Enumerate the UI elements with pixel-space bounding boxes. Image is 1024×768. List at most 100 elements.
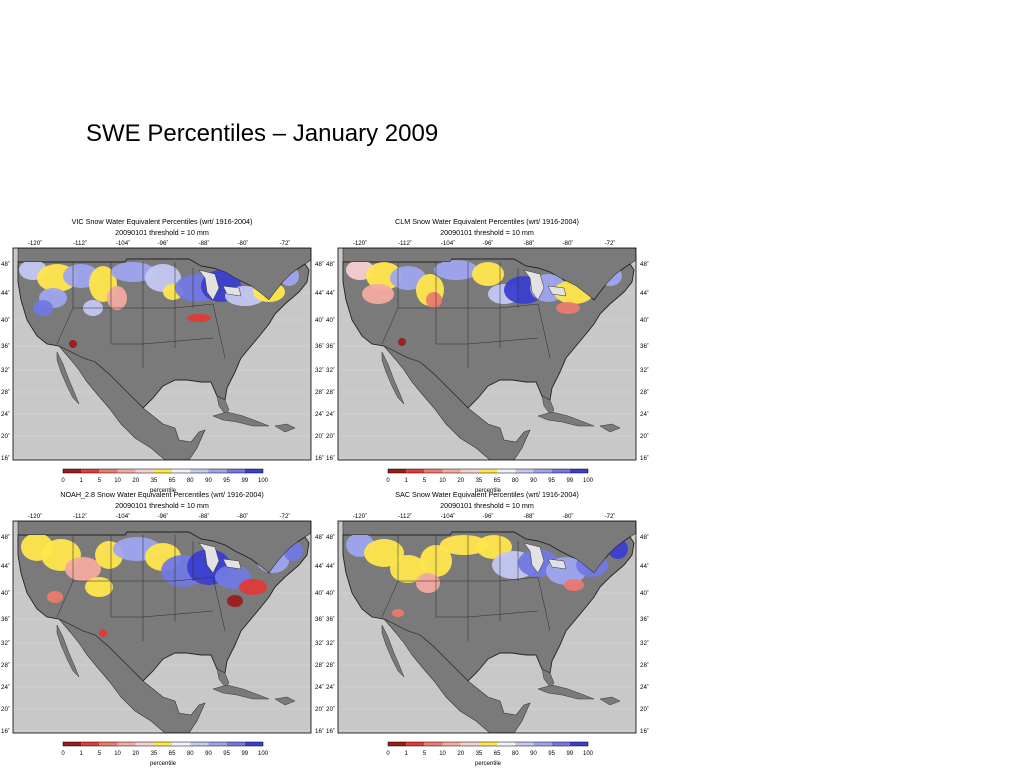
state-borders	[381, 535, 551, 641]
y-tick-label-left: 28˚	[1, 662, 10, 669]
x-tick-label: -112˚	[398, 240, 412, 247]
snow-cell	[440, 535, 488, 555]
panel-title: CLM Snow Water Equivalent Percentiles (w…	[395, 217, 579, 226]
colorbar-tick-label: 5	[98, 478, 102, 484]
great-lakes	[523, 542, 545, 574]
y-tick-label-left: 24˚	[1, 411, 10, 418]
y-tick-label-right: 36˚	[640, 343, 649, 350]
y-tick-label-right: 24˚	[315, 411, 324, 418]
colorbar-bin	[99, 742, 118, 746]
cuba-land	[212, 684, 270, 700]
colorbar-tick-label: 1	[405, 751, 409, 757]
colorbar-label: percentile	[150, 488, 177, 494]
y-tick-label-left: 40˚	[326, 317, 335, 324]
colorbar-tick-label: 95	[223, 478, 230, 484]
snow-cell	[564, 579, 584, 591]
map-area	[13, 248, 311, 460]
y-tick-label-left: 24˚	[326, 684, 335, 691]
y-tick-label-right: 24˚	[315, 684, 324, 691]
colorbar-frame	[387, 468, 589, 474]
x-tick-label: -72˚	[604, 240, 615, 247]
colorbar-bin	[117, 469, 136, 473]
snow-cell	[85, 577, 113, 597]
snow-cell	[111, 262, 155, 282]
y-tick-label-right: 40˚	[315, 590, 324, 597]
colorbar-tick-label: 10	[439, 478, 446, 484]
colorbar-tick-label: 1	[80, 751, 84, 757]
colorbar-tick-label: 90	[530, 478, 537, 484]
y-tick-label-right: 16˚	[640, 455, 649, 462]
y-tick-label-right: 20˚	[640, 433, 649, 440]
panel-subtitle: 20090101 threshold = 10 mm	[440, 228, 534, 237]
great-lakes	[222, 285, 242, 297]
y-tick-label-right: 36˚	[640, 616, 649, 623]
y-tick-label-right: 48˚	[640, 534, 649, 541]
colorbar-bin	[442, 742, 461, 746]
y-tick-label-right: 16˚	[315, 455, 324, 462]
y-tick-label-right: 36˚	[315, 616, 324, 623]
colorbar-frame	[387, 741, 589, 747]
y-tick-label-right: 28˚	[315, 389, 324, 396]
colorbar-tick-label: 35	[151, 478, 158, 484]
colorbar-tick-label: 65	[494, 478, 501, 484]
colorbar-bin	[460, 742, 479, 746]
great-lakes	[523, 269, 545, 301]
hispaniola-land	[274, 423, 296, 433]
y-tick-label-left: 32˚	[326, 640, 335, 647]
slide-title: SWE Percentiles – January 2009	[86, 120, 439, 147]
colorbar-bin	[460, 469, 479, 473]
y-tick-label-right: 32˚	[315, 367, 324, 374]
colorbar-bin	[172, 742, 191, 746]
x-tick-label: -96˚	[482, 240, 493, 247]
y-tick-label-right: 20˚	[315, 706, 324, 713]
colorbar-tick-label: 99	[566, 478, 573, 484]
colorbar-tick-label: 80	[512, 478, 519, 484]
colorbar-bin	[244, 469, 263, 473]
colorbar-bin	[117, 742, 136, 746]
colorbar-tick-label: 100	[258, 751, 269, 757]
panel-title: SAC Snow Water Equivalent Percentiles (w…	[395, 490, 579, 499]
colorbar-tick-label: 0	[61, 478, 65, 484]
hispaniola-land	[599, 696, 621, 706]
snow-cell	[364, 539, 404, 567]
state-borders	[56, 262, 226, 368]
y-tick-label-right: 28˚	[315, 662, 324, 669]
colorbar-tick-label: 10	[439, 751, 446, 757]
y-tick-label-right: 40˚	[640, 590, 649, 597]
y-tick-label-left: 44˚	[326, 563, 335, 570]
colorbar-bin	[99, 469, 118, 473]
y-tick-label-left: 36˚	[1, 616, 10, 623]
y-tick-label-left: 32˚	[326, 367, 335, 374]
y-tick-label-right: 44˚	[315, 290, 324, 297]
y-tick-label-left: 16˚	[326, 728, 335, 735]
y-tick-label-right: 16˚	[315, 728, 324, 735]
x-tick-label: -72˚	[279, 240, 290, 247]
colorbar-frame	[62, 468, 264, 474]
y-tick-label-right: 32˚	[640, 367, 649, 374]
map-area	[13, 521, 311, 733]
colorbar-bin	[442, 469, 461, 473]
y-tick-label-right: 24˚	[640, 684, 649, 691]
x-tick-label: -120˚	[353, 513, 367, 520]
baja-land	[56, 351, 80, 405]
y-tick-label-right: 44˚	[640, 563, 649, 570]
x-tick-label: -120˚	[28, 513, 42, 520]
colorbar-tick-label: 35	[476, 751, 483, 757]
state-borders	[56, 535, 226, 641]
x-tick-label: -104˚	[441, 513, 455, 520]
colorbar-bin	[226, 742, 245, 746]
colorbar-tick-label: 90	[530, 751, 537, 757]
colorbar-bin	[515, 742, 534, 746]
y-tick-label-right: 40˚	[640, 317, 649, 324]
map-area	[338, 248, 636, 460]
y-tick-label-left: 20˚	[326, 433, 335, 440]
y-tick-label-left: 36˚	[326, 343, 335, 350]
colorbar-tick-label: 0	[61, 751, 65, 757]
colorbar-bin	[190, 469, 209, 473]
x-tick-label: -72˚	[279, 513, 290, 520]
colorbar-tick-label: 100	[583, 478, 594, 484]
colorbar-bin	[172, 469, 191, 473]
panel-title: VIC Snow Water Equivalent Percentiles (w…	[72, 217, 253, 226]
snow-cell	[227, 595, 243, 607]
y-tick-label-right: 36˚	[315, 343, 324, 350]
